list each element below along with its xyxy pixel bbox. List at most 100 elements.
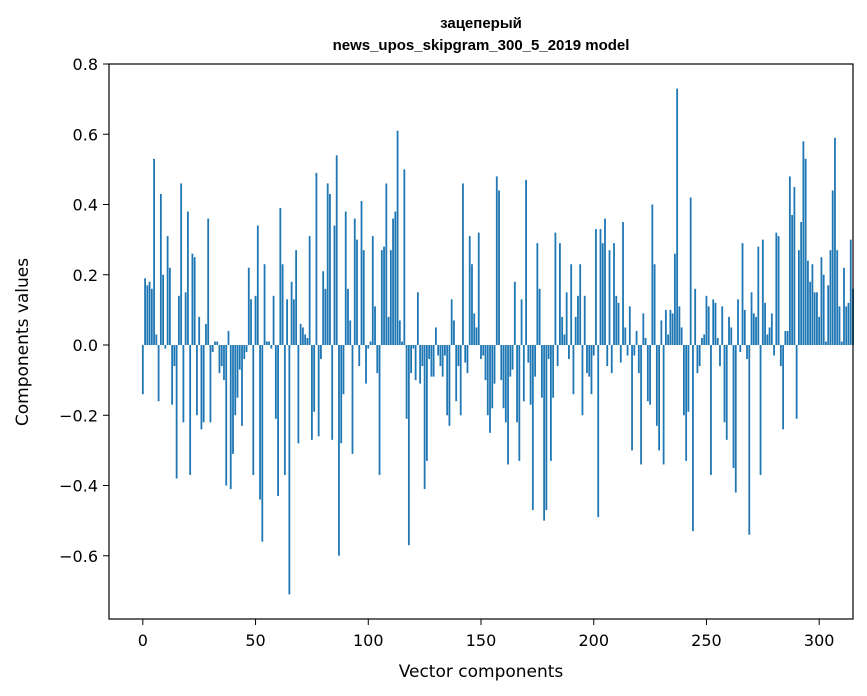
bar-1 xyxy=(144,278,146,346)
bar-173 xyxy=(531,345,534,511)
bar-93 xyxy=(351,345,354,454)
bar-133 xyxy=(441,345,444,377)
bar-181 xyxy=(549,345,552,461)
bar-97 xyxy=(360,200,363,346)
bar-13 xyxy=(171,345,174,405)
bar-229 xyxy=(658,345,661,451)
bar-65 xyxy=(288,345,291,595)
bar-70 xyxy=(299,323,302,346)
bar-31 xyxy=(211,345,214,353)
bar-300 xyxy=(818,316,821,346)
bar-298 xyxy=(813,292,816,346)
bar-57 xyxy=(270,345,273,349)
bar-277 xyxy=(766,334,769,346)
bar-103 xyxy=(374,306,376,346)
bar-279 xyxy=(770,313,773,346)
bar-225 xyxy=(649,345,651,405)
bar-120 xyxy=(412,345,415,349)
bar-193 xyxy=(577,295,579,346)
bar-5 xyxy=(153,158,155,346)
x-tick-label: 100 xyxy=(353,631,384,650)
bar-168 xyxy=(520,299,523,346)
bar-183 xyxy=(554,232,557,346)
bar-48 xyxy=(250,299,252,346)
y-tick-label: 0.6 xyxy=(73,125,98,144)
bar-184 xyxy=(556,345,559,367)
y-tick-label: −0.6 xyxy=(59,547,98,566)
bar-102 xyxy=(371,236,374,346)
bar-10 xyxy=(164,345,167,349)
bar-234 xyxy=(669,309,672,346)
bar-220 xyxy=(637,345,640,374)
bar-83 xyxy=(329,193,331,346)
bar-11 xyxy=(166,236,169,346)
bar-101 xyxy=(369,341,372,346)
bar-297 xyxy=(811,264,814,346)
bar-43 xyxy=(238,345,241,370)
bar-75 xyxy=(311,345,313,440)
x-axis-label: Vector components xyxy=(399,662,564,682)
bar-207 xyxy=(608,250,611,346)
bar-91 xyxy=(347,288,349,346)
y-tick-label: 0.4 xyxy=(73,196,98,215)
bar-95 xyxy=(356,239,358,346)
bar-251 xyxy=(707,306,710,346)
bar-252 xyxy=(710,345,712,475)
bar-265 xyxy=(739,345,742,353)
bar-153 xyxy=(486,345,489,416)
bar-189 xyxy=(568,345,570,360)
bar-12 xyxy=(168,267,171,346)
bar-138 xyxy=(453,320,455,346)
bar-61 xyxy=(279,208,282,346)
bar-89 xyxy=(342,345,345,395)
bar-52 xyxy=(259,345,261,500)
bar-291 xyxy=(797,250,800,346)
bar-147 xyxy=(473,313,476,346)
bar-255 xyxy=(716,337,719,346)
bar-132 xyxy=(439,345,442,367)
bar-126 xyxy=(425,345,428,461)
bar-8 xyxy=(159,193,162,346)
bar-263 xyxy=(734,345,737,493)
bar-41 xyxy=(234,345,237,416)
bar-16 xyxy=(177,295,180,346)
bar-37 xyxy=(225,345,228,486)
bar-175 xyxy=(536,243,539,346)
bar-53 xyxy=(261,345,264,542)
bar-62 xyxy=(281,264,284,346)
bar-303 xyxy=(825,341,827,346)
bar-267 xyxy=(743,309,746,346)
bar-115 xyxy=(401,341,403,346)
bar-314 xyxy=(849,239,852,346)
bar-296 xyxy=(809,281,812,346)
bar-106 xyxy=(380,250,383,346)
bar-42 xyxy=(236,345,239,398)
bar-254 xyxy=(714,302,717,346)
bar-105 xyxy=(378,345,381,475)
bar-145 xyxy=(468,236,471,346)
bar-217 xyxy=(631,345,633,451)
bar-137 xyxy=(450,299,453,346)
bar-7 xyxy=(157,345,160,402)
bar-121 xyxy=(414,345,417,381)
bar-30 xyxy=(209,345,212,423)
chart-title-line-2: news_upos_skipgram_300_5_2019 model xyxy=(333,37,630,54)
bar-68 xyxy=(295,250,298,346)
bar-124 xyxy=(421,345,424,367)
bar-278 xyxy=(768,327,771,346)
bar-216 xyxy=(628,306,631,346)
bar-113 xyxy=(396,130,399,346)
bar-283 xyxy=(779,345,782,367)
bar-268 xyxy=(746,345,748,360)
bar-127 xyxy=(428,345,431,360)
bar-63 xyxy=(283,345,286,475)
bar-44 xyxy=(241,345,243,426)
bar-116 xyxy=(403,169,406,346)
bar-195 xyxy=(581,345,584,416)
bar-109 xyxy=(387,316,390,346)
bar-67 xyxy=(292,299,295,346)
bar-179 xyxy=(545,345,548,511)
bar-197 xyxy=(586,345,588,374)
bar-182 xyxy=(552,345,555,398)
